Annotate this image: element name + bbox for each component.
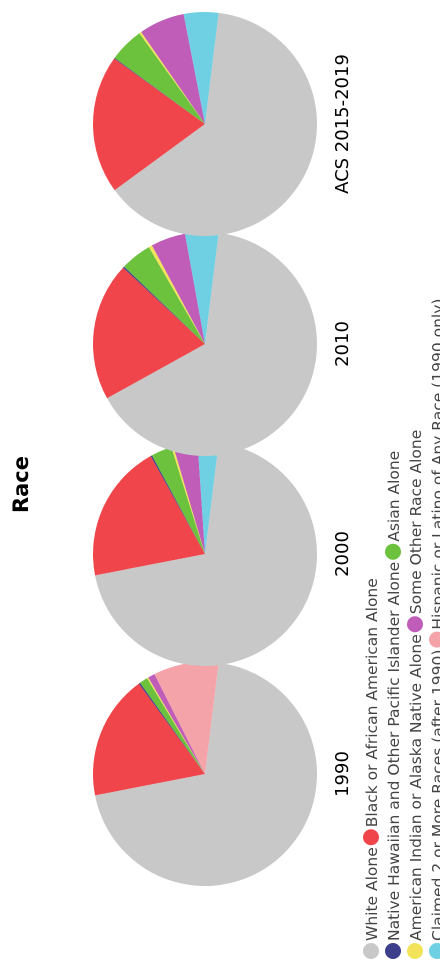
pie-slice-2000-black-or-african-american-alone (93, 456, 205, 576)
pie-slice-1990-asian-alone (139, 678, 205, 774)
pie-slice-1990-american-indian-or-alaska-native-alone (147, 677, 205, 774)
pie-slice-2000-native-hawaiian-and-other-pacific-islander-alone (150, 455, 205, 554)
legend-label-asian-alone: Asian Alone (385, 451, 403, 542)
pie-slice-2000-claimed-2-or-more-races-after-1990 (197, 442, 219, 554)
pie-2010: 2010 (93, 232, 353, 456)
legend-swatch-asian-alone (385, 543, 401, 560)
pie-slice-acs-2015-2019-black-or-african-american-alone (93, 58, 205, 191)
pie-acs-2015-2019: ACS 2015-2019 (93, 12, 353, 236)
legend-swatch-hispanic-or-latino-of-any-race-1990-only (429, 631, 440, 648)
pie-slice-2000-some-other-race-alone (173, 442, 205, 554)
pie-slice-2010-asian-alone (124, 247, 205, 344)
pie-slice-2010-black-or-african-american-alone (93, 267, 205, 399)
pie-slice-acs-2015-2019-american-indian-or-alaska-native-alone (139, 31, 205, 124)
pie-slice-1990-white-alone (95, 662, 317, 886)
legend-label-native-hawaiian-and-other-pacific-islander-alone: Native Hawaiian and Other Pacific Island… (385, 562, 403, 941)
pie-1990: 1990 (93, 662, 353, 886)
legend-swatch-american-indian-or-alaska-native-alone (407, 943, 423, 959)
legend-label-some-other-race-alone: Some Other Race Alone (407, 430, 425, 615)
pie-slice-2000-asian-alone (151, 447, 205, 554)
legend-swatch-black-or-african-american-alone (363, 829, 379, 846)
pie-slice-2010-white-alone (107, 232, 317, 456)
pie-2000: 2000 (93, 442, 353, 666)
pie-slice-2010-native-hawaiian-and-other-pacific-islander-alone (123, 266, 205, 344)
pie-slice-2010-claimed-2-or-more-races-after-1990 (185, 232, 219, 344)
legend-label-american-indian-or-alaska-native-alone: American Indian or Alaska Native Alone (407, 634, 425, 941)
pie-slice-acs-2015-2019-asian-alone (114, 33, 205, 124)
pie-slice-acs-2015-2019-some-other-race-alone (141, 14, 205, 124)
pie-slice-acs-2015-2019-white-alone (114, 12, 317, 236)
legend-swatch-white-alone (363, 943, 379, 959)
legend-label-white-alone: White Alone (363, 847, 381, 941)
legend-label-hispanic-or-latino-of-any-race-1990-only: Hispanic or Latino of Any Race (1990 onl… (429, 299, 440, 630)
pie-label-2000: 2000 (332, 531, 353, 577)
pie-slice-2000-american-indian-or-alaska-native-alone (171, 446, 205, 554)
legend-swatch-some-other-race-alone (407, 616, 423, 633)
pie-slice-1990-black-or-african-american-alone (93, 683, 205, 796)
pie-slice-2010-some-other-race-alone (151, 233, 205, 344)
pie-label-2010: 2010 (332, 321, 353, 367)
pie-slice-1990-some-other-race-alone (148, 674, 205, 774)
pie-slice-acs-2015-2019-claimed-2-or-more-races-after-1990 (183, 12, 219, 124)
pie-label-1990: 1990 (332, 751, 353, 797)
pie-slice-2010-american-indian-or-alaska-native-alone (148, 245, 205, 344)
pie-label-acs-2015-2019: ACS 2015-2019 (332, 54, 353, 194)
legend-swatch-claimed-2-or-more-races-after-1990 (429, 943, 440, 959)
legend-swatch-native-hawaiian-and-other-pacific-islander-alone (385, 943, 401, 959)
legend-label-claimed-2-or-more-races-after-1990: Claimed 2 or More Races (after 1990) (429, 650, 440, 941)
pie-slice-acs-2015-2019-native-hawaiian-and-other-pacific-islander-alone (114, 57, 205, 124)
legend-label-black-or-african-american-alone: Black or African American Alone (363, 578, 381, 827)
pie-slice-1990-native-hawaiian-and-other-pacific-islander-alone (138, 682, 205, 774)
chart-title: Race (9, 456, 33, 513)
pie-slice-1990-hispanic-or-latino-of-any-race-1990-only (154, 662, 219, 774)
pie-slice-2000-white-alone (95, 442, 317, 666)
